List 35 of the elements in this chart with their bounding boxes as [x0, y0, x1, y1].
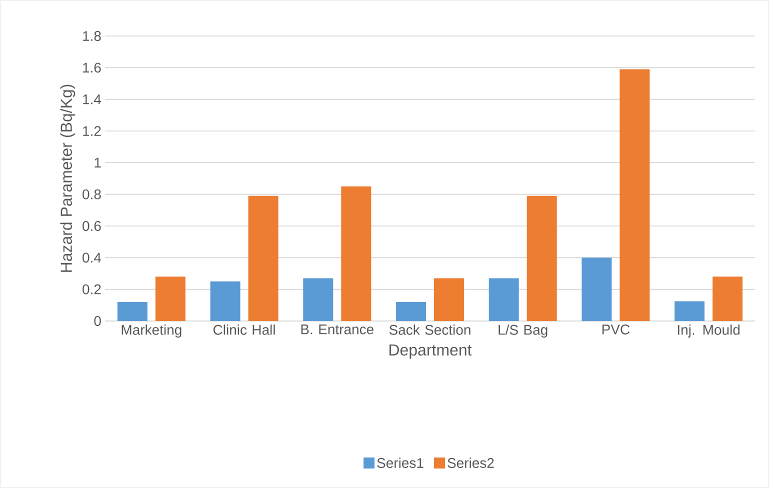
bar [526, 196, 557, 321]
y-tick-label: 1.8 [83, 31, 101, 41]
x-tick-label: L/S Bag [498, 324, 548, 338]
legend-label: Series2 [448, 458, 494, 468]
y-tick-label: 1.6 [83, 62, 101, 73]
bar [341, 186, 372, 321]
bar [396, 302, 426, 321]
x-tick-label: Marketing [122, 324, 182, 338]
bar [434, 278, 464, 321]
bar [155, 276, 186, 321]
y-tick-label: 1 [94, 158, 101, 168]
x-tick-label: Clinic Hall [213, 324, 275, 335]
bar [248, 196, 278, 321]
bar [210, 281, 240, 321]
y-tick-label: 1.2 [83, 126, 101, 136]
bar [674, 301, 705, 321]
y-tick-label: 0.8 [82, 189, 101, 200]
bar [117, 302, 148, 321]
x-tick-label: PVC [602, 324, 630, 334]
legend-label: Series1 [377, 458, 424, 468]
y-tick-label: 1.4 [83, 94, 102, 104]
bar [303, 278, 334, 321]
y-axis-title: Hazard Parameter (Bq/Kg) [60, 84, 76, 272]
bar [620, 69, 650, 321]
x-tick-label: B. Entrance [301, 324, 374, 334]
y-tick-label: 0.4 [82, 252, 102, 263]
x-axis-title: Department [390, 344, 472, 359]
y-tick-label: 0 [94, 316, 101, 326]
bar [712, 276, 743, 321]
bar [582, 258, 612, 321]
bar [488, 278, 519, 321]
x-tick-label: Inj. Mould [678, 324, 740, 338]
y-tick-label: 0.2 [82, 284, 101, 294]
x-tick-label: Sack Section [389, 324, 470, 335]
y-tick-label: 0.6 [82, 221, 101, 231]
